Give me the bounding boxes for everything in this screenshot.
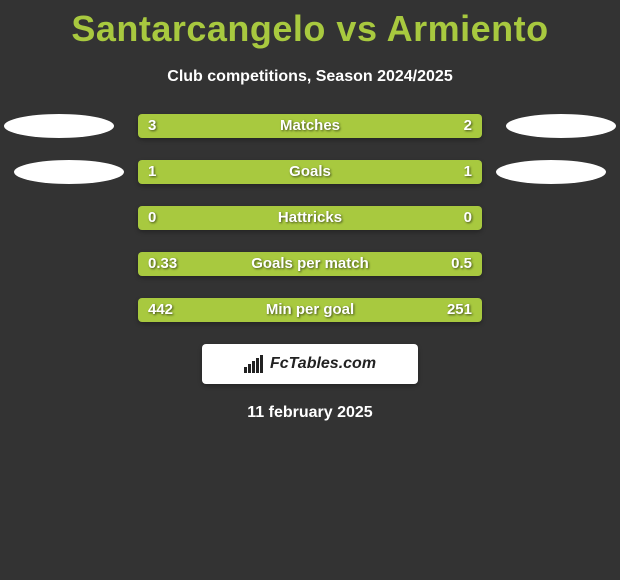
stat-label: Matches bbox=[138, 114, 482, 138]
stat-right-value: 2 bbox=[464, 114, 472, 138]
stat-row-mpg: 442 Min per goal 251 bbox=[0, 298, 620, 322]
brand-box: FcTables.com bbox=[202, 344, 418, 384]
brand-text: FcTables.com bbox=[270, 355, 376, 373]
stat-row-gpm: 0.33 Goals per match 0.5 bbox=[0, 252, 620, 276]
stat-row-goals: 1 Goals 1 bbox=[0, 160, 620, 184]
stat-right-value: 251 bbox=[447, 298, 472, 322]
stat-label: Hattricks bbox=[138, 206, 482, 230]
subtitle: Club competitions, Season 2024/2025 bbox=[0, 68, 620, 86]
stat-right-value: 0.5 bbox=[451, 252, 472, 276]
page-title: Santarcangelo vs Armiento bbox=[0, 0, 620, 50]
brand-label: FcTables.com bbox=[244, 355, 376, 373]
date-label: 11 february 2025 bbox=[0, 404, 620, 422]
comparison-infographic: Santarcangelo vs Armiento Club competiti… bbox=[0, 0, 620, 580]
stat-label: Goals bbox=[138, 160, 482, 184]
stat-label: Min per goal bbox=[138, 298, 482, 322]
stat-right-value: 1 bbox=[464, 160, 472, 184]
stat-label: Goals per match bbox=[138, 252, 482, 276]
stat-right-value: 0 bbox=[464, 206, 472, 230]
bar-chart-icon bbox=[244, 355, 266, 373]
stats-area: 3 Matches 2 1 Goals 1 0 Hattricks 0 0.33… bbox=[0, 114, 620, 322]
stat-row-hattricks: 0 Hattricks 0 bbox=[0, 206, 620, 230]
stat-row-matches: 3 Matches 2 bbox=[0, 114, 620, 138]
